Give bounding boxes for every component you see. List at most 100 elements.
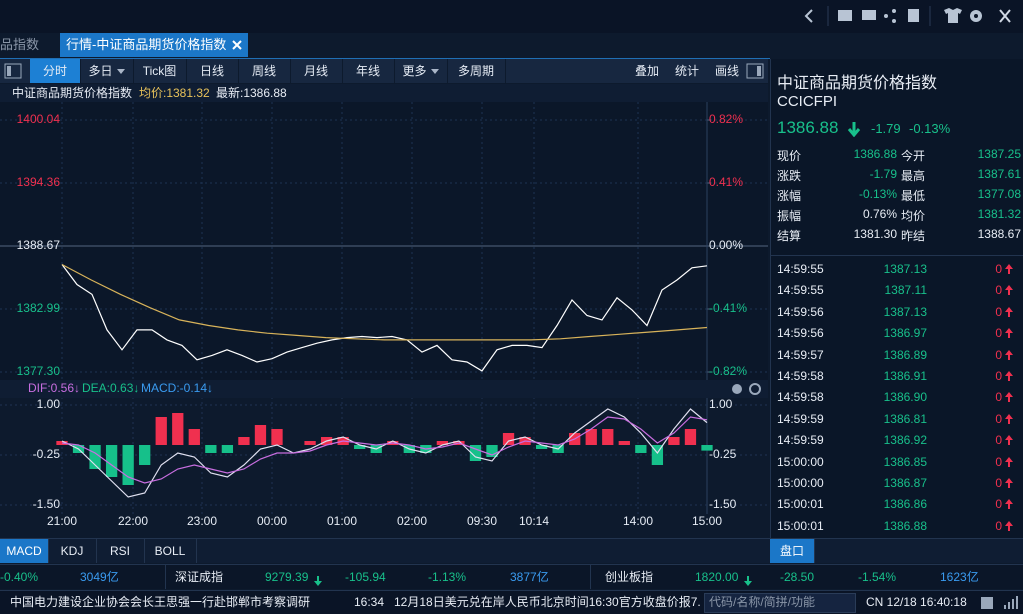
status-bar: 中国电力建设企业协会会长王思强一行赴邯郸市考察调研 16:34 12月18日美元… (0, 590, 1023, 614)
ticker-item: 创业板指 (605, 570, 654, 584)
macd-bar (486, 445, 498, 457)
tool-button[interactable]: 多日 (80, 59, 134, 83)
indicator-tab[interactable]: MACD (0, 539, 49, 563)
macd-bar (684, 429, 697, 445)
indicator-tab[interactable]: KDJ (48, 539, 97, 563)
field-value: 1386.88 (853, 147, 897, 161)
news[interactable]: 中国电力建设企业协会会长王思强一行赴邯郸市考察调研 (10, 595, 311, 609)
up-arrow (1004, 327, 1014, 339)
tick-price: 1386.89 (883, 347, 927, 362)
tool-button[interactable]: 更多 (394, 59, 448, 83)
up-arrow (1004, 498, 1014, 510)
search-box[interactable]: 代码/名称/简拼/功能 (704, 593, 856, 613)
side-tab[interactable]: 盘口 (770, 539, 815, 563)
panel-toggle[interactable] (4, 63, 22, 79)
tool-button[interactable]: 分时 (30, 59, 81, 83)
tick-volume: 0 (995, 411, 1002, 426)
y-tick-label: 1382.99 (17, 301, 61, 315)
macd-bar (238, 437, 250, 445)
macd-label: DEA:0.63↓ (82, 381, 139, 395)
avg-price: 均价:1381.32 (139, 86, 210, 100)
y2-tick-label: -1.50 (709, 497, 737, 511)
x-tick-label: 10:14 (519, 514, 549, 528)
y-tick-label: 1400.04 (17, 112, 61, 126)
macd-bar (188, 429, 200, 445)
macd-bar (469, 445, 482, 461)
avg-price-line (61, 263, 708, 341)
tick-volume: 0 (995, 433, 1002, 448)
tick-price: 1386.91 (883, 369, 927, 383)
tick-price: 1387.11 (884, 283, 928, 298)
ticker-item: -1.13% (428, 570, 467, 584)
y2-tick-label: 1.00 (709, 397, 733, 411)
x-tick-label: 09:30 (467, 514, 497, 528)
tool-button[interactable]: 日线 (186, 59, 239, 83)
tick-price: 1386.92 (883, 433, 927, 448)
y-tick-label: -1.50 (33, 497, 61, 511)
macd-bar (155, 417, 167, 445)
y2-tick-label: 0.82% (709, 112, 743, 126)
news[interactable]: 12月18日美元兑在岸人民币北京时间16:30官方收盘价报7. (394, 595, 700, 609)
tab[interactable]: 品指数 (0, 37, 40, 52)
close-icon (732, 384, 742, 394)
separator (590, 565, 591, 589)
y-tick-label: 1394.36 (17, 175, 61, 189)
tab-bar: 品指数 行情-中证商品期货价格指数 (0, 33, 770, 59)
tick-price: 1386.81 (883, 411, 927, 426)
tool-button[interactable]: 画线 (714, 64, 739, 78)
y-tick-label: 1377.30 (17, 364, 61, 378)
x-tick-label: 15:00 (692, 514, 722, 528)
field-value: 1387.61 (977, 167, 1021, 181)
tool-button[interactable]: 叠加 (634, 64, 659, 78)
up-arrow (1004, 456, 1014, 468)
active-tab[interactable]: 行情-中证商品期货价格指数 (60, 33, 248, 57)
up-arrow (1004, 477, 1014, 489)
field-value: 1388.67 (977, 227, 1021, 241)
tick-time: 14:59:59 (777, 411, 824, 426)
tool-button[interactable]: 年线 (342, 59, 395, 83)
tick-volume: 0 (995, 347, 1002, 362)
tick-volume: 0 (995, 283, 1002, 298)
tool-button[interactable]: 周线 (238, 59, 291, 83)
clock: CN 12/18 16:40:18 (866, 595, 967, 609)
x-tick-label: 23:00 (187, 514, 217, 528)
tool-button[interactable]: Tick图 (133, 59, 187, 83)
panel-toggle[interactable] (746, 63, 764, 79)
tick-time: 15:00:01 (777, 497, 824, 512)
field-value: 1381.30 (853, 227, 897, 241)
up-arrow (1004, 263, 1014, 275)
macd-bar (89, 445, 101, 469)
indicator-tab[interactable]: BOLL (144, 539, 197, 563)
indicator-tab[interactable]: RSI (96, 539, 145, 563)
field-value: -0.13% (858, 187, 897, 201)
macd-bar (172, 413, 184, 445)
toolbar: 分时 多日 Tick图 日线 周线 月线 年线 更多 多周期 叠加 统计 画线 (0, 59, 768, 83)
down-arrow (313, 571, 323, 586)
market-ticker: -0.40% 3049亿 深证成指 9279.39 -105.94 -1.13% 3877亿… (0, 564, 1023, 589)
tool-button[interactable]: 多周期 (447, 59, 506, 83)
macd-bar (535, 445, 548, 449)
tick-price: 1386.97 (883, 326, 927, 341)
field-label: 昨结 (901, 229, 926, 243)
quote-name: 中证商品期货价格指数 (12, 86, 133, 100)
tick-time: 14:59:57 (777, 347, 824, 362)
field-label: 现价 (777, 149, 802, 163)
field-value: 1381.32 (977, 207, 1021, 221)
search-placeholder: 代码/名称/简拼/功能 (709, 595, 816, 609)
close-icon[interactable] (232, 40, 242, 50)
macd-bar (701, 445, 713, 451)
macd-bar (502, 433, 515, 445)
tick-price: 1386.90 (883, 390, 927, 405)
tick-time: 15:00:00 (777, 476, 824, 490)
status-icons (981, 596, 1018, 609)
field-label: 最低 (901, 189, 926, 203)
macd-bar (651, 445, 664, 465)
tool-button[interactable]: 月线 (290, 59, 343, 83)
macd-header (0, 380, 768, 398)
macd-bar (205, 445, 217, 453)
macd-bar (254, 425, 267, 445)
y2-tick-label: -0.25 (709, 447, 737, 461)
up-arrow (1004, 349, 1014, 361)
tick-price: 1386.88 (883, 518, 927, 533)
tool-button[interactable]: 统计 (674, 64, 699, 78)
